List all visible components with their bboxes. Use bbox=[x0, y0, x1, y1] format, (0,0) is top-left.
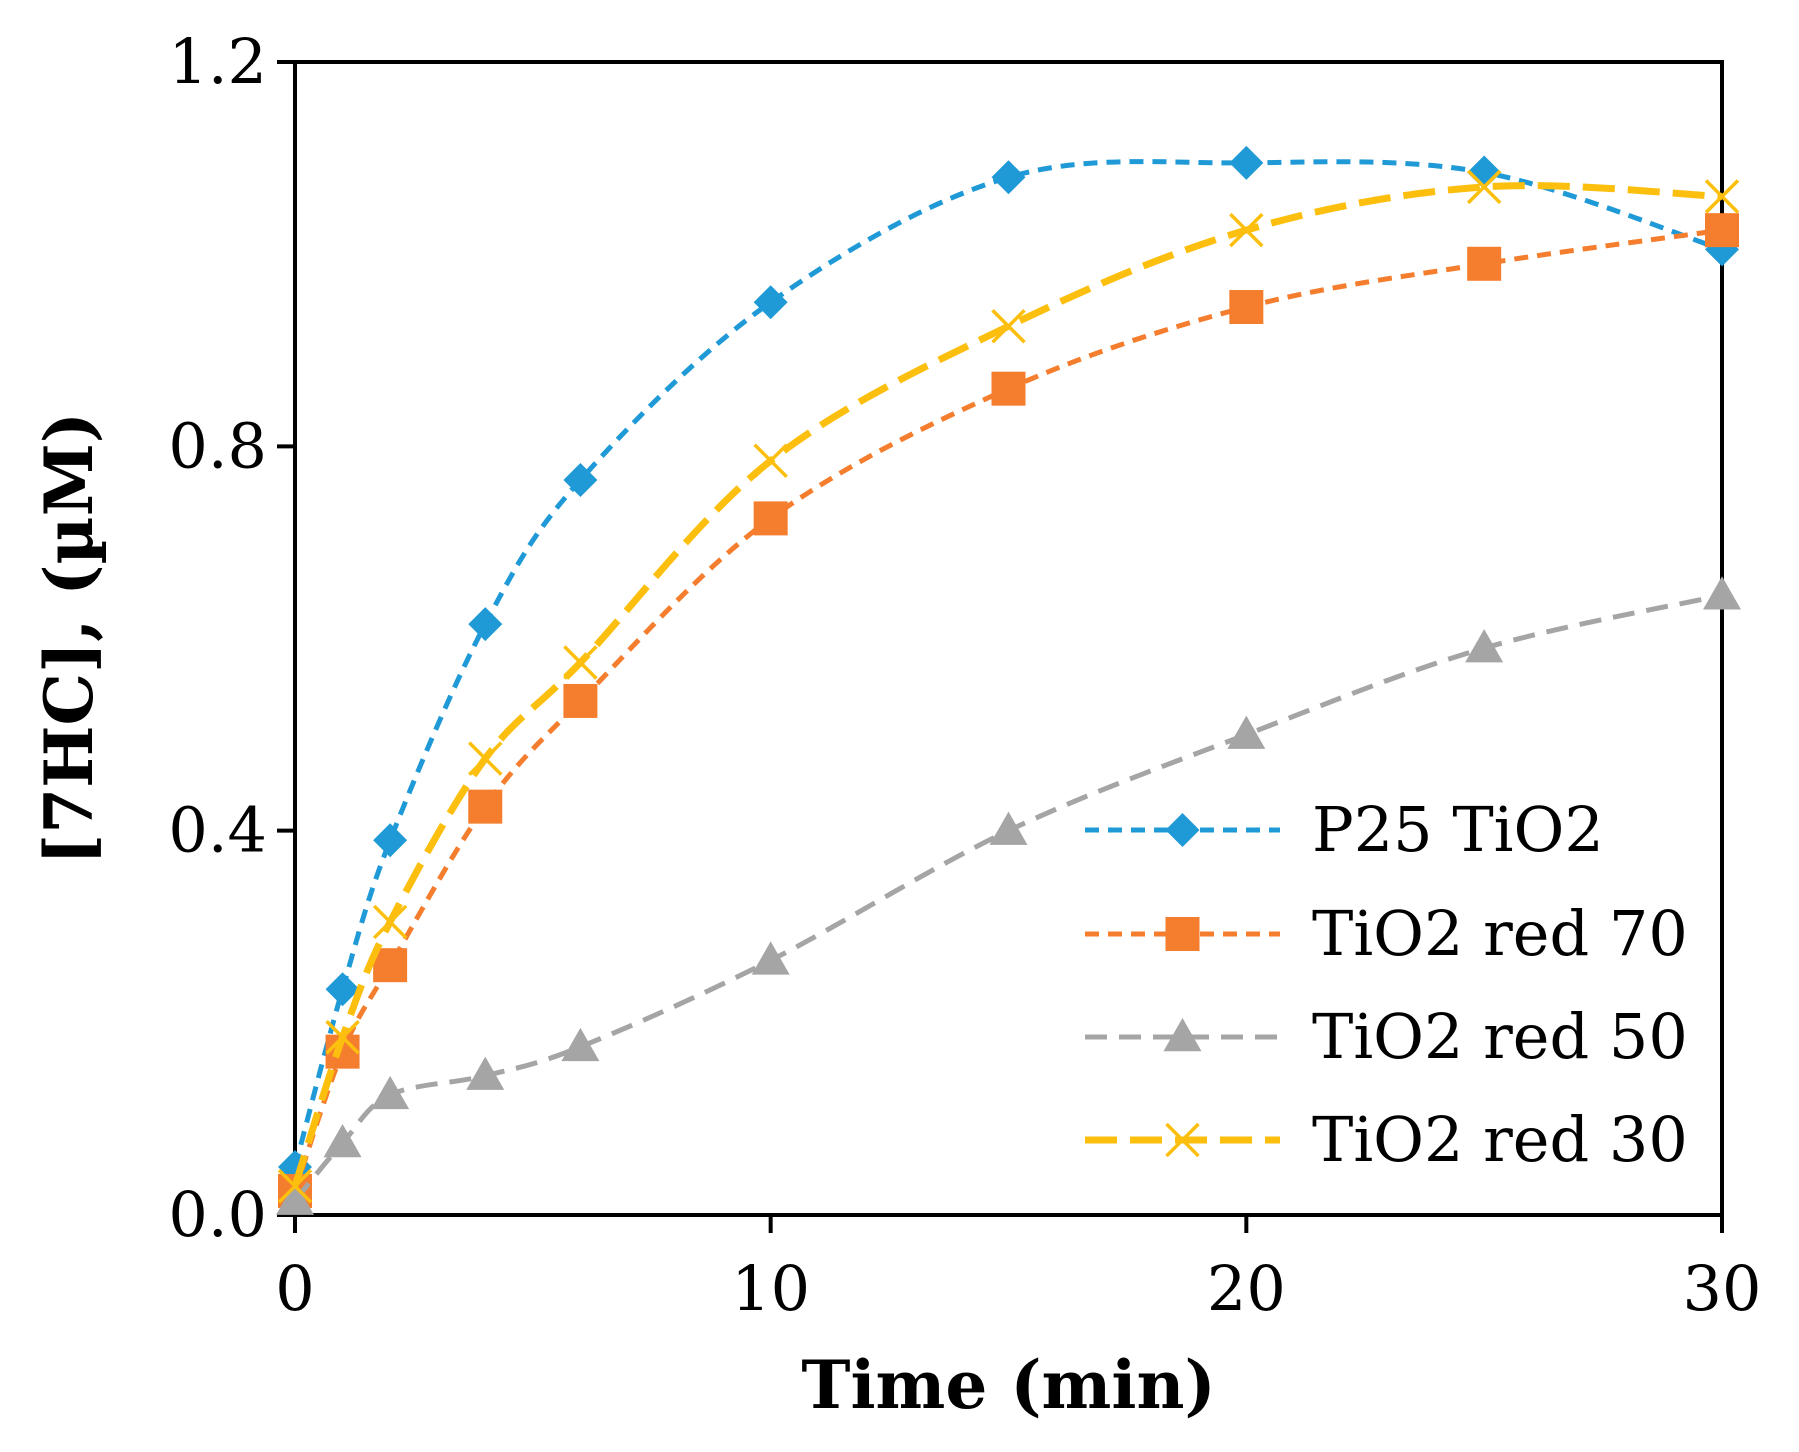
data-point bbox=[371, 1075, 410, 1110]
y-axis-title: [7HC], (µM) bbox=[30, 412, 108, 865]
data-point bbox=[563, 683, 598, 718]
data-point bbox=[561, 1027, 600, 1062]
data-point bbox=[753, 443, 788, 478]
data-point bbox=[1703, 576, 1741, 610]
plot-area bbox=[293, 60, 1724, 1217]
x-tick-label: 0 bbox=[275, 1252, 314, 1325]
series-tio2-red-50 bbox=[276, 576, 1741, 1215]
data-point bbox=[1704, 179, 1740, 214]
data-point bbox=[323, 1123, 362, 1158]
y-tick-label: 0.0 bbox=[168, 1178, 267, 1251]
legend-marker bbox=[1165, 813, 1200, 847]
x-tick-label: 10 bbox=[731, 1252, 810, 1325]
y-axis: 0.0 0.4 0.8 1.2 bbox=[168, 25, 295, 1251]
data-point bbox=[563, 462, 598, 497]
x-tick-label: 20 bbox=[1207, 1252, 1286, 1325]
x-axis: 0 10 20 30 bbox=[275, 1215, 1761, 1325]
data-point bbox=[751, 941, 790, 975]
data-point bbox=[989, 811, 1028, 845]
legend-marker bbox=[1165, 1122, 1200, 1158]
legend: P25 TiO2 TiO2 red 70 TiO2 red 50 TiO2 red 3… bbox=[1085, 793, 1688, 1176]
data-point bbox=[466, 1056, 505, 1090]
data-point bbox=[468, 741, 503, 776]
x-axis-title: Time (min) bbox=[801, 1346, 1215, 1424]
plot-frame bbox=[293, 60, 1724, 1217]
data-point bbox=[1466, 169, 1502, 205]
data-point bbox=[1467, 155, 1502, 190]
data-point bbox=[563, 645, 598, 680]
y-tick-label: 1.2 bbox=[168, 25, 267, 98]
legend-label: TiO2 red 30 bbox=[1312, 1103, 1688, 1176]
legend-item: TiO2 red 70 bbox=[1085, 897, 1688, 970]
legend-marker bbox=[1165, 917, 1200, 951]
legend-label: TiO2 red 70 bbox=[1312, 897, 1688, 970]
data-point bbox=[1467, 246, 1502, 281]
series-line bbox=[292, 159, 1723, 1168]
data-point bbox=[1229, 212, 1264, 248]
data-point bbox=[1705, 213, 1739, 248]
data-point bbox=[753, 501, 788, 536]
legend-item: TiO2 red 30 bbox=[1085, 1103, 1688, 1176]
series-layer bbox=[276, 145, 1741, 1215]
legend-marker bbox=[1163, 1018, 1202, 1052]
data-point bbox=[277, 1168, 313, 1204]
data-point bbox=[753, 285, 788, 320]
data-point bbox=[372, 904, 408, 940]
legend-item: TiO2 red 50 bbox=[1085, 1000, 1688, 1073]
x-tick-label: 30 bbox=[1683, 1252, 1762, 1325]
legend-label: P25 TiO2 bbox=[1312, 793, 1604, 866]
data-point bbox=[373, 823, 408, 858]
data-point bbox=[1229, 145, 1264, 180]
data-point bbox=[468, 789, 503, 824]
data-point bbox=[991, 160, 1026, 195]
data-point bbox=[373, 948, 408, 983]
legend-label: TiO2 red 50 bbox=[1312, 1000, 1688, 1073]
data-point bbox=[1227, 715, 1266, 749]
data-point bbox=[325, 1020, 360, 1055]
data-point bbox=[991, 308, 1026, 344]
data-point bbox=[991, 371, 1026, 406]
data-point bbox=[1465, 629, 1504, 663]
legend-item: P25 TiO2 bbox=[1085, 793, 1604, 866]
data-point bbox=[276, 1181, 314, 1215]
series-tio2-red-30 bbox=[277, 169, 1740, 1204]
y-tick-label: 0.8 bbox=[168, 409, 267, 482]
data-point bbox=[1229, 290, 1264, 325]
y-tick-label: 0.4 bbox=[168, 794, 267, 867]
data-point bbox=[325, 972, 360, 1007]
data-point bbox=[468, 607, 503, 642]
